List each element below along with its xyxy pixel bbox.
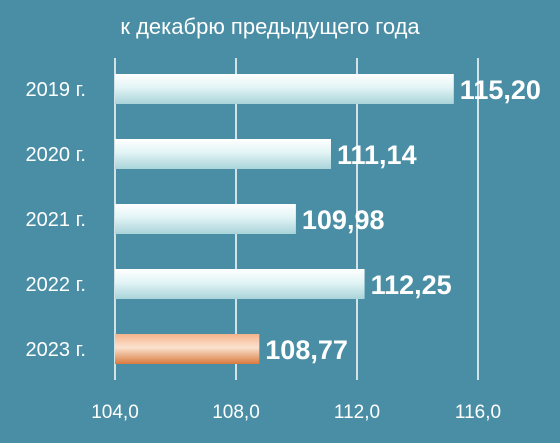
bar: [115, 139, 331, 169]
value-label: 115,20: [460, 75, 541, 105]
category-label: 2021 г.: [26, 209, 86, 231]
value-label: 108,77: [265, 335, 348, 365]
category-label: 2022 г.: [26, 274, 86, 296]
bar-highlight: [115, 334, 260, 364]
bar: [115, 269, 365, 299]
x-tick-label: 116,0: [455, 402, 501, 423]
category-label: 2023 г.: [26, 339, 86, 361]
bar: [115, 204, 296, 234]
value-label: 112,25: [371, 270, 452, 300]
category-label: 2019 г.: [26, 79, 86, 101]
category-label: 2020 г.: [26, 144, 86, 166]
x-tick-label: 112,0: [334, 402, 380, 423]
chart-title: к декабрю предыдущего года: [120, 14, 420, 39]
x-tick-label: 108,0: [212, 402, 260, 423]
x-tick-label: 104,0: [91, 402, 139, 423]
value-label: 109,98: [302, 205, 385, 235]
bar: [115, 74, 454, 104]
value-label: 111,14: [337, 140, 417, 170]
